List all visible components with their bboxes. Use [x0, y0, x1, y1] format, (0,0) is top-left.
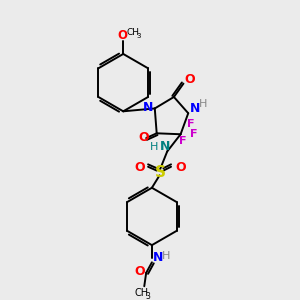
Text: H: H	[161, 250, 170, 260]
Text: F: F	[179, 136, 186, 146]
Text: H: H	[150, 142, 158, 152]
Text: 3: 3	[145, 292, 150, 300]
Text: CH: CH	[126, 28, 139, 37]
Text: CH: CH	[135, 288, 149, 298]
Text: H: H	[199, 100, 207, 110]
Text: N: N	[143, 101, 154, 114]
Text: F: F	[187, 118, 195, 129]
Text: N: N	[153, 251, 163, 264]
Text: N: N	[160, 140, 170, 152]
Text: 3: 3	[136, 33, 141, 39]
Text: O: O	[135, 265, 145, 278]
Text: O: O	[118, 29, 128, 42]
Text: F: F	[190, 129, 198, 139]
Text: O: O	[176, 160, 186, 174]
Text: N: N	[190, 102, 200, 115]
Text: S: S	[155, 165, 166, 180]
Text: O: O	[184, 73, 195, 85]
Text: O: O	[135, 160, 145, 174]
Text: O: O	[139, 131, 149, 144]
